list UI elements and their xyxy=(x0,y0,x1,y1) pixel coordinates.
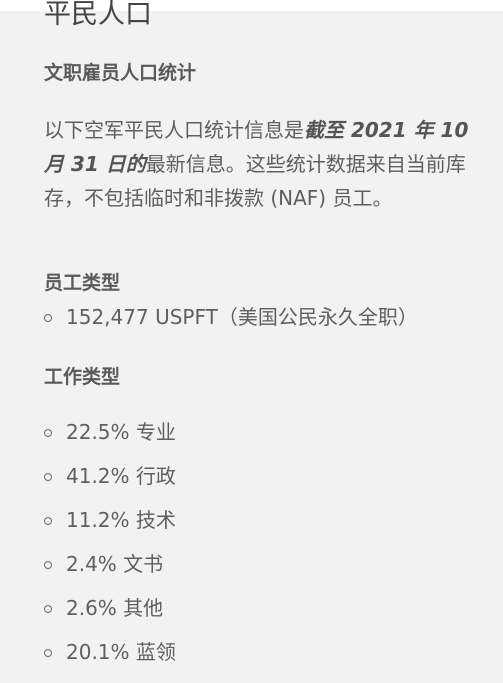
bullet-circle-icon xyxy=(44,473,52,481)
bullet-circle-icon xyxy=(44,517,52,525)
list-item: 22.5% 专业 xyxy=(44,419,176,463)
section-heading-employee-demographics: 文职雇员人口统计 xyxy=(44,62,197,84)
list-item-label: 22.5% 专业 xyxy=(66,420,176,444)
intro-date-emphasis: 截至 2021 年 10 月 31 日的 xyxy=(44,118,469,176)
employee-types-list: 152,477 USPFT（美国公民永久全职） xyxy=(44,304,418,348)
list-item: 20.1% 蓝领 xyxy=(44,639,176,683)
list-item: 2.6% 其他 xyxy=(44,595,176,639)
list-item-label: 20.1% 蓝领 xyxy=(66,640,176,664)
bullet-circle-icon xyxy=(44,314,52,322)
page-title: 平民人口 xyxy=(44,0,152,30)
list-item: 2.4% 文书 xyxy=(44,551,176,595)
bullet-circle-icon xyxy=(44,429,52,437)
bullet-circle-icon xyxy=(44,649,52,657)
list-item: 152,477 USPFT（美国公民永久全职） xyxy=(44,304,418,348)
section-heading-employee-types: 员工类型 xyxy=(44,272,121,294)
intro-suffix: 最新信息。这些统计数据来自当前库存，不包括临时和非拨款 (NAF) 员工。 xyxy=(44,152,466,210)
bullet-circle-icon xyxy=(44,561,52,569)
intro-paragraph: 以下空军平民人口统计信息是截至 2021 年 10 月 31 日的最新信息。这些… xyxy=(44,113,469,215)
top-bar xyxy=(0,0,503,11)
list-item-label: 2.4% 文书 xyxy=(66,552,164,576)
list-item-label: 11.2% 技术 xyxy=(66,508,176,532)
list-item: 11.2% 技术 xyxy=(44,507,176,551)
list-item-label: 41.2% 行政 xyxy=(66,464,176,488)
job-types-list: 22.5% 专业 41.2% 行政 11.2% 技术 2.4% 文书 2.6% … xyxy=(44,419,176,683)
bullet-circle-icon xyxy=(44,605,52,613)
list-item: 41.2% 行政 xyxy=(44,463,176,507)
list-item-label: 2.6% 其他 xyxy=(66,596,164,620)
intro-prefix: 以下空军平民人口统计信息是 xyxy=(44,118,304,142)
list-item-label: 152,477 USPFT（美国公民永久全职） xyxy=(66,305,418,329)
section-heading-job-types: 工作类型 xyxy=(44,366,121,388)
